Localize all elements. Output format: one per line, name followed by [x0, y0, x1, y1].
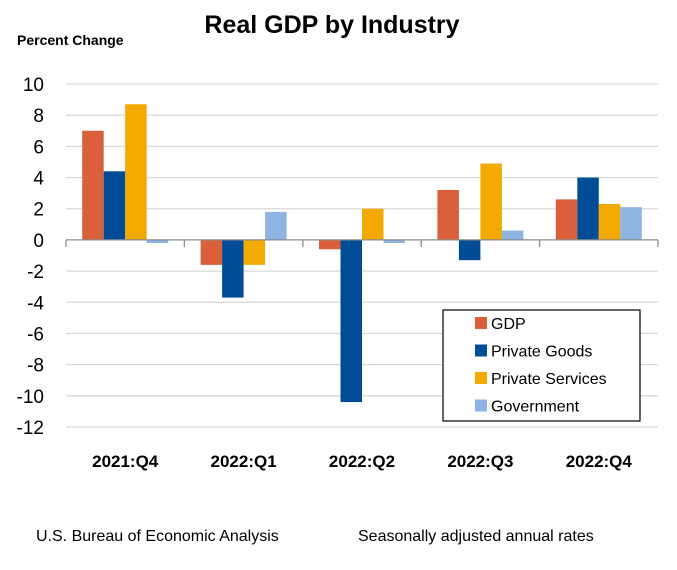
y-tick-label: 8	[33, 106, 44, 127]
legend-label: GDP	[491, 316, 526, 333]
bars	[82, 104, 642, 403]
bar-private-goods-2022:Q3	[458, 239, 481, 261]
bar-private-services-2022:Q1	[243, 239, 266, 265]
legend-swatch	[475, 344, 487, 357]
x-tick-label: 2022:Q4	[566, 452, 633, 471]
chart-title: Real GDP by Industry	[204, 11, 459, 39]
x-tick-label: 2022:Q2	[329, 452, 395, 471]
bar-gdp-2021:Q4	[82, 130, 104, 240]
y-tick-label: -8	[27, 356, 44, 377]
y-tick-label: -6	[27, 324, 44, 345]
bar-gdp-2022:Q3	[437, 190, 459, 240]
legend: GDP Private Goods Private Services Governme…	[442, 309, 641, 422]
bar-gdp-2022:Q1	[200, 239, 223, 265]
x-axis	[65, 239, 659, 247]
y-tick-label: -4	[27, 293, 44, 314]
footer-source: U.S. Bureau of Economic Analysis	[36, 528, 279, 545]
bar-private-goods-2022:Q1	[222, 239, 244, 298]
x-tick-label: 2022:Q3	[447, 452, 513, 471]
y-axis-label: Percent Change	[17, 32, 124, 48]
bar-private-goods-2022:Q2	[340, 239, 362, 403]
legend-swatch	[475, 372, 487, 384]
bar-government-2022:Q2	[383, 239, 405, 244]
footer-note: Seasonally adjusted annual rates	[358, 528, 594, 545]
bar-private-goods-2021:Q4	[103, 171, 126, 240]
legend-label: Private Services	[491, 371, 607, 388]
legend-label: Government	[491, 399, 580, 416]
bar-government-2022:Q4	[620, 207, 642, 240]
y-tick-label: 2	[33, 200, 44, 221]
x-tick-label: 2021:Q4	[92, 452, 159, 471]
y-tick-label: 4	[33, 169, 44, 190]
legend-swatch	[475, 399, 487, 412]
legend-swatch	[475, 317, 487, 329]
y-tick-label: -12	[17, 418, 44, 439]
bar-private-services-2022:Q2	[362, 208, 384, 240]
bar-private-services-2021:Q4	[125, 104, 147, 240]
y-tick-labels: 10 8 6 4 2 0 -2 -4 -6 -8 -10 -12	[17, 75, 45, 439]
y-tick-label: 10	[23, 75, 44, 96]
y-tick-label: 6	[33, 137, 44, 158]
x-tick-label: 2022:Q1	[211, 452, 277, 471]
bar-private-services-2022:Q3	[480, 163, 502, 240]
bar-private-goods-2022:Q4	[577, 177, 599, 240]
bar-private-services-2022:Q4	[598, 204, 621, 240]
bar-gdp-2022:Q4	[555, 199, 578, 240]
x-tick-labels: 2021:Q4 2022:Q1 2022:Q2 2022:Q3 2022:Q4	[92, 452, 632, 471]
y-tick-label: -10	[17, 387, 44, 408]
legend-label: Private Goods	[491, 344, 592, 361]
bar-gdp-2022:Q2	[319, 239, 341, 250]
y-tick-label: -2	[27, 262, 44, 283]
y-tick-label: 0	[33, 231, 44, 252]
bar-government-2022:Q1	[265, 211, 287, 240]
bar-government-2022:Q3	[501, 230, 524, 240]
bar-government-2021:Q4	[146, 239, 169, 244]
